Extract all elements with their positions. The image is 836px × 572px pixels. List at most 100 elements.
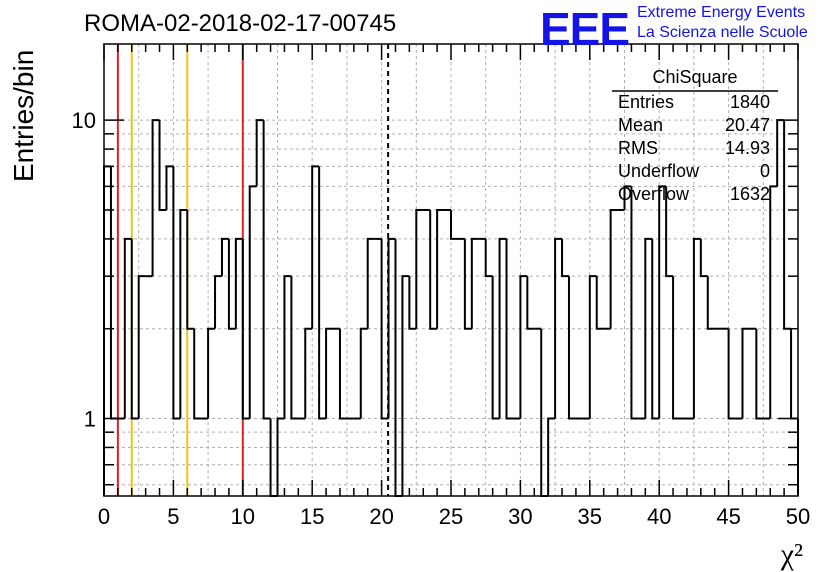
eee-logo: EEE xyxy=(540,3,630,55)
histogram-bin xyxy=(672,276,681,420)
stats-value: 14.93 xyxy=(724,138,770,158)
x-axis-label-group: χ² xyxy=(780,538,803,571)
histogram-bin xyxy=(193,328,202,420)
histogram-bin xyxy=(311,165,320,329)
x-tick-label: 45 xyxy=(716,504,740,529)
histogram-bin xyxy=(741,327,750,419)
stats-value: 1840 xyxy=(729,92,770,112)
histogram-bin xyxy=(644,237,653,419)
histogram-bin xyxy=(630,186,639,420)
histogram-bin xyxy=(158,120,167,211)
histogram-bin xyxy=(588,275,597,419)
histogram-bin xyxy=(387,237,396,419)
stats-key: Entries xyxy=(618,92,675,112)
y-axis-label: Entries/bin xyxy=(8,49,39,182)
x-tick-label: 10 xyxy=(231,504,255,529)
histogram-bin xyxy=(304,327,313,419)
histogram-bin xyxy=(609,208,618,329)
stats-value: 0 xyxy=(759,161,770,181)
stats-key: Overflow xyxy=(618,184,690,204)
histogram-bin xyxy=(241,238,250,420)
x-tick-label: 35 xyxy=(578,504,602,529)
chart-title: ROMA-02-2018-02-17-00745 xyxy=(84,10,397,37)
histogram-bin xyxy=(706,276,715,330)
histogram-bin xyxy=(283,275,292,419)
histogram-bin xyxy=(658,185,667,419)
histogram-bin xyxy=(394,238,403,497)
x-axis-label: χ² xyxy=(780,538,803,571)
x-tick-label: 50 xyxy=(786,504,810,529)
histogram-bin xyxy=(179,208,188,419)
histogram-bin xyxy=(436,208,445,329)
histogram-bin xyxy=(262,120,271,420)
logo-line2: La Scienza nelle Scuole xyxy=(637,24,808,41)
histogram-bin xyxy=(491,276,500,420)
reference-lines xyxy=(116,44,390,496)
histogram-bin xyxy=(526,276,535,330)
histogram-bin xyxy=(207,327,216,419)
histogram-bin xyxy=(540,328,549,497)
histogram-bin xyxy=(248,185,257,419)
histogram-bin xyxy=(727,328,736,420)
histogram-bin xyxy=(498,237,507,419)
histogram-bin xyxy=(567,276,576,420)
histogram-bin xyxy=(123,237,132,419)
histogram-bin xyxy=(186,209,195,330)
histogram-bin xyxy=(755,328,764,420)
stats-key: RMS xyxy=(618,138,658,158)
histogram-bin xyxy=(665,186,674,278)
histogram-bin xyxy=(519,275,528,419)
histogram-bin xyxy=(255,119,264,187)
histogram-bin xyxy=(415,208,424,329)
histogram-bin xyxy=(561,238,569,278)
histogram-bin xyxy=(338,328,347,420)
histogram-bin xyxy=(429,209,438,330)
stats-key: Mean xyxy=(618,115,664,135)
histogram-bin xyxy=(623,185,632,210)
histogram-bin xyxy=(554,237,563,419)
histogram-bin xyxy=(220,237,229,277)
x-tick-label: 20 xyxy=(369,504,393,529)
histogram-bin xyxy=(366,237,375,329)
histogram-bin xyxy=(651,238,660,420)
histogram-bin xyxy=(234,237,243,329)
histogram-bin xyxy=(463,238,472,330)
x-tick-label: 40 xyxy=(647,504,671,529)
axes xyxy=(103,43,799,497)
histogram-bin xyxy=(165,165,174,210)
histogram-bin xyxy=(359,327,368,419)
histogram-bin xyxy=(408,276,417,330)
y-tick-label: 1 xyxy=(84,407,96,432)
histogram-bin xyxy=(450,209,458,240)
histogram-bin xyxy=(103,165,111,496)
histogram-bin xyxy=(595,276,604,330)
histogram-bin xyxy=(699,238,708,278)
histogram-bin xyxy=(137,275,146,419)
histogram-bin xyxy=(783,120,792,330)
y-tick-labels: 1 10 xyxy=(72,108,96,431)
logo-line1: Extreme Energy Events xyxy=(637,4,806,21)
histogram-bin xyxy=(172,166,181,420)
x-tick-label: 5 xyxy=(167,504,179,529)
histogram-bin xyxy=(790,328,798,420)
histogram-bin xyxy=(130,238,139,420)
histogram-bin xyxy=(692,237,701,419)
histogram-bin xyxy=(276,417,285,496)
histogram-bin xyxy=(151,119,160,277)
histogram-bin xyxy=(470,237,479,329)
histogram-bin xyxy=(227,238,236,330)
histogram-bin xyxy=(380,238,389,420)
histogram-bin xyxy=(769,185,778,419)
stats-value: 20.47 xyxy=(724,115,770,135)
histogram-bin xyxy=(776,119,785,187)
histogram-bin xyxy=(484,238,493,278)
histogram-bin xyxy=(401,275,410,496)
x-tick-label: 0 xyxy=(98,504,110,529)
stats-key: Underflow xyxy=(618,161,700,181)
y-tick-label: 10 xyxy=(72,108,96,133)
histogram-bin xyxy=(290,276,299,420)
x-tick-label: 15 xyxy=(300,504,324,529)
x-tick-label: 30 xyxy=(508,504,532,529)
x-tick-labels: 0 5 10 15 20 25 30 35 40 45 50 xyxy=(98,504,810,529)
